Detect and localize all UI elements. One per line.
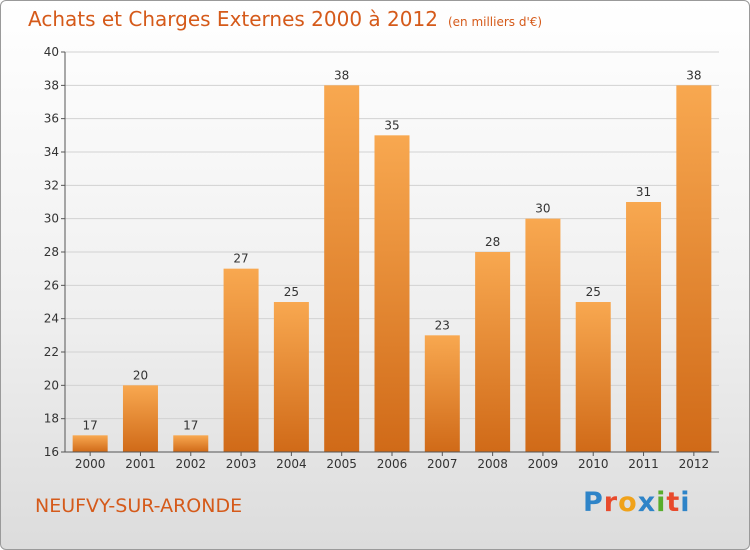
bar-2010 — [575, 302, 611, 452]
logo-letter: r — [603, 487, 619, 518]
bar-2005 — [324, 85, 360, 452]
data-label-2001: 20 — [133, 368, 148, 382]
data-label-2012: 38 — [686, 68, 701, 82]
bar-2012 — [676, 85, 712, 452]
chart-unit-label: (en milliers d'€) — [447, 15, 543, 29]
logo-letter: x — [637, 487, 657, 518]
bar-2000 — [72, 435, 108, 452]
data-label-2004: 25 — [284, 285, 299, 299]
bar-2008 — [475, 252, 511, 452]
x-tick-label: 2002 — [175, 457, 206, 471]
data-label-2010: 25 — [586, 285, 601, 299]
logo-letter: i — [656, 487, 667, 518]
y-tick-label: 18 — [44, 412, 59, 426]
data-label-2005: 38 — [334, 68, 349, 82]
logo-letter: P — [583, 487, 604, 518]
bar-2007 — [424, 335, 460, 452]
proxiti-logo: Proxiti — [583, 487, 691, 518]
x-tick-label: 2011 — [628, 457, 659, 471]
commune-name: NEUFVY-SUR-ARONDE — [35, 495, 243, 517]
data-label-2011: 31 — [636, 185, 651, 199]
bar-2006 — [374, 135, 410, 453]
x-tick-label: 2010 — [578, 457, 609, 471]
bar-2002 — [173, 435, 209, 452]
bar-2003 — [223, 268, 259, 452]
y-tick-label: 28 — [44, 245, 59, 259]
data-label-2007: 23 — [435, 318, 450, 332]
x-tick-label: 2006 — [377, 457, 408, 471]
x-tick-label: 2001 — [125, 457, 156, 471]
x-tick-label: 2009 — [528, 457, 559, 471]
bar-2011 — [626, 202, 662, 452]
y-tick-label: 32 — [44, 178, 59, 192]
bar-2004 — [273, 302, 309, 452]
y-tick-label: 24 — [44, 312, 59, 326]
data-label-2008: 28 — [485, 235, 500, 249]
bar-2009 — [525, 218, 561, 452]
data-label-2003: 27 — [233, 252, 248, 266]
bar-2001 — [122, 385, 158, 452]
y-tick-label: 16 — [44, 445, 59, 459]
y-tick-label: 22 — [44, 345, 59, 359]
bars: 17 20 17 27 25 38 35 23 28 30 25 31 38 — [72, 68, 712, 453]
x-tick-label: 2005 — [326, 457, 357, 471]
y-tick-label: 30 — [44, 212, 59, 226]
x-tick-label: 2000 — [75, 457, 106, 471]
data-label-2002: 17 — [183, 418, 198, 432]
logo-letter: i — [680, 487, 691, 518]
y-tick-label: 26 — [44, 278, 59, 292]
y-tick-label: 36 — [44, 112, 59, 126]
x-tick-label: 2008 — [477, 457, 508, 471]
logo-letter: t — [666, 487, 681, 518]
y-tick-label: 20 — [44, 378, 59, 392]
x-tick-label: 2004 — [276, 457, 307, 471]
x-tick-label: 2007 — [427, 457, 458, 471]
chart-title-text: Achats et Charges Externes 2000 à 2012 — [28, 7, 438, 31]
data-label-2000: 17 — [83, 418, 98, 432]
logo-letter: o — [618, 487, 638, 518]
x-tick-label: 2003 — [226, 457, 257, 471]
chart-title: Achats et Charges Externes 2000 à 2012 (e… — [28, 7, 542, 31]
data-label-2006: 35 — [384, 118, 399, 132]
axes: 16 18 20 22 24 26 28 30 32 34 36 38 40 2000 2001 2002 20… — [44, 45, 719, 471]
x-tick-label: 2012 — [679, 457, 710, 471]
y-tick-label: 40 — [44, 45, 59, 59]
data-label-2009: 30 — [535, 202, 550, 216]
y-tick-label: 38 — [44, 78, 59, 92]
y-tick-label: 34 — [44, 145, 59, 159]
